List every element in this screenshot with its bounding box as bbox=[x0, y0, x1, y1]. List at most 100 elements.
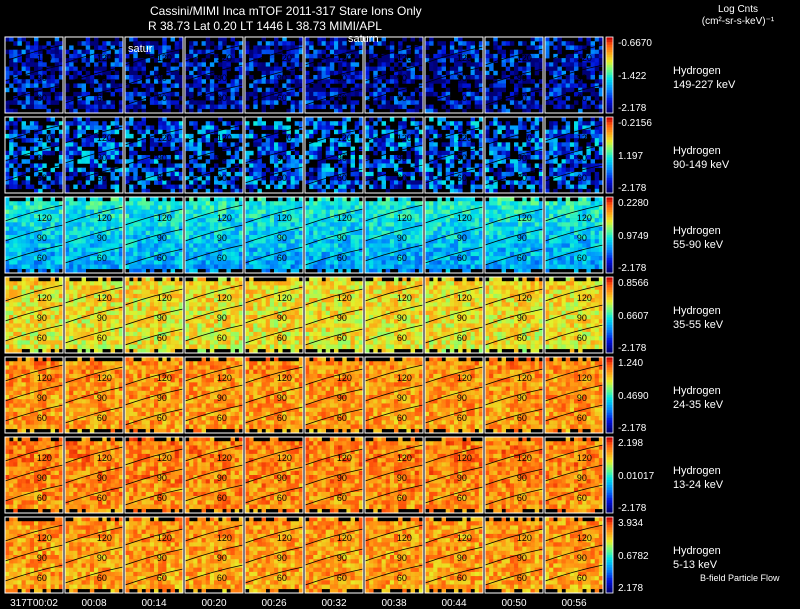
heatmap-cell bbox=[145, 260, 151, 265]
heatmap-cell bbox=[350, 184, 356, 190]
heatmap-cell bbox=[398, 91, 403, 97]
heatmap-cell bbox=[294, 53, 300, 59]
heatmap-cell bbox=[125, 133, 130, 139]
heatmap-cell bbox=[5, 251, 10, 257]
heatmap-cell bbox=[178, 79, 184, 84]
heatmap-cell bbox=[313, 96, 318, 101]
heatmap-cell bbox=[334, 91, 339, 97]
heatmap-cell bbox=[325, 171, 331, 177]
heatmap-cell bbox=[373, 142, 378, 147]
heatmap-cell bbox=[9, 264, 14, 270]
heatmap-cell bbox=[162, 167, 167, 173]
heatmap-cell bbox=[249, 129, 254, 135]
heatmap-cell bbox=[470, 66, 476, 72]
heatmap-cell bbox=[209, 87, 215, 93]
heatmap-cell bbox=[145, 167, 151, 173]
heatmap-cell bbox=[222, 70, 227, 76]
heatmap-cell bbox=[46, 150, 51, 156]
heatmap-cell bbox=[106, 256, 111, 261]
heatmap-cell bbox=[257, 239, 262, 244]
heatmap-cell bbox=[425, 45, 430, 50]
heatmap-cell bbox=[261, 260, 267, 265]
heatmap-cell bbox=[329, 41, 335, 46]
heatmap-cell bbox=[170, 91, 176, 97]
heatmap-cell bbox=[350, 41, 356, 46]
heatmap-cell bbox=[222, 58, 227, 63]
heatmap-cell bbox=[89, 167, 95, 173]
heatmap-cell bbox=[29, 218, 35, 223]
heatmap-cell bbox=[590, 75, 596, 80]
heatmap-cell bbox=[294, 213, 300, 219]
heatmap-cell bbox=[313, 150, 318, 156]
heatmap-cell bbox=[54, 239, 60, 244]
heatmap-cell bbox=[394, 100, 399, 105]
heatmap-cell bbox=[245, 167, 250, 173]
heatmap-cell bbox=[65, 251, 70, 257]
heatmap-cell bbox=[385, 205, 391, 210]
heatmap-cell bbox=[549, 163, 554, 168]
heatmap-cell bbox=[13, 230, 18, 236]
heatmap-cell bbox=[149, 260, 155, 265]
heatmap-cell bbox=[586, 75, 591, 80]
heatmap-cell bbox=[394, 70, 399, 76]
heatmap-cell bbox=[73, 247, 78, 253]
heatmap-cell bbox=[154, 75, 159, 80]
heatmap-cell bbox=[346, 117, 351, 122]
heatmap-cell bbox=[110, 222, 116, 227]
heatmap-cell bbox=[325, 197, 331, 202]
heatmap-cell bbox=[249, 247, 254, 253]
heatmap-cell bbox=[141, 205, 147, 210]
contour-label: 60 bbox=[157, 93, 167, 103]
heatmap-cell bbox=[73, 150, 78, 156]
heatmap-cell bbox=[178, 45, 184, 50]
heatmap-cell bbox=[205, 243, 211, 248]
heatmap-cell bbox=[133, 171, 138, 177]
heatmap-cell bbox=[410, 70, 416, 76]
heatmap-cell bbox=[466, 91, 471, 97]
colorbar-swatch bbox=[606, 167, 613, 171]
contour-label: 90 bbox=[97, 153, 107, 163]
heatmap-cell bbox=[565, 184, 571, 190]
heatmap-cell bbox=[329, 49, 335, 55]
heatmap-cell bbox=[317, 91, 322, 97]
heatmap-cell bbox=[381, 41, 387, 46]
heatmap-cell bbox=[406, 239, 411, 244]
heatmap-cell bbox=[346, 243, 351, 248]
heatmap-cell bbox=[350, 222, 356, 227]
heatmap-cell bbox=[73, 49, 78, 55]
heatmap-cell bbox=[98, 91, 103, 97]
heatmap-cell bbox=[385, 62, 391, 67]
heatmap-cell bbox=[530, 146, 536, 152]
heatmap-cell bbox=[429, 104, 434, 110]
heatmap-cell bbox=[373, 87, 378, 93]
heatmap-cell bbox=[110, 260, 116, 265]
heatmap-cell bbox=[377, 163, 382, 168]
heatmap-cell bbox=[149, 167, 155, 173]
heatmap-cell bbox=[350, 155, 356, 160]
heatmap-cell bbox=[274, 205, 279, 210]
heatmap-cell bbox=[373, 70, 378, 76]
heatmap-cell bbox=[321, 222, 327, 227]
heatmap-cell bbox=[290, 108, 296, 114]
heatmap-cell bbox=[509, 41, 515, 46]
heatmap-cell bbox=[590, 91, 596, 97]
heatmap-cell bbox=[174, 184, 180, 190]
heatmap-cell bbox=[458, 37, 463, 42]
heatmap-cell bbox=[290, 62, 296, 67]
heatmap-cell bbox=[406, 66, 411, 72]
heatmap-cell bbox=[586, 176, 591, 181]
heatmap-cell bbox=[34, 100, 39, 105]
heatmap-cell bbox=[21, 205, 27, 210]
heatmap-cell bbox=[29, 239, 35, 244]
heatmap-cell bbox=[13, 125, 18, 130]
heatmap-cell bbox=[166, 159, 171, 164]
heatmap-cell bbox=[141, 226, 147, 232]
heatmap-cell bbox=[197, 184, 202, 190]
heatmap-cell bbox=[557, 163, 562, 168]
heatmap-cell bbox=[58, 70, 64, 76]
heatmap-cell bbox=[493, 104, 498, 110]
heatmap-cell bbox=[50, 53, 56, 59]
heatmap-cell bbox=[9, 184, 14, 190]
heatmap-cell bbox=[350, 87, 356, 93]
